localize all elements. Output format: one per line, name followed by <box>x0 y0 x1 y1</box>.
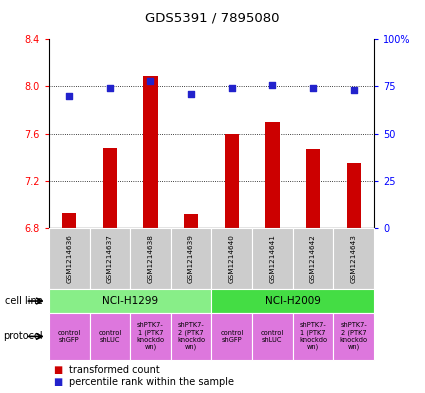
Point <box>147 78 154 84</box>
Text: control
shLUC: control shLUC <box>98 330 122 343</box>
Bar <box>103 148 117 228</box>
Point <box>66 93 73 99</box>
Text: shPTK7-
1 (PTK7
knockdo
wn): shPTK7- 1 (PTK7 knockdo wn) <box>136 322 164 351</box>
Text: GSM1214642: GSM1214642 <box>310 234 316 283</box>
Text: percentile rank within the sample: percentile rank within the sample <box>69 377 234 387</box>
Text: shPTK7-
1 (PTK7
knockdo
wn): shPTK7- 1 (PTK7 knockdo wn) <box>299 322 327 351</box>
Bar <box>225 134 239 228</box>
Text: shPTK7-
2 (PTK7
knockdo
wn): shPTK7- 2 (PTK7 knockdo wn) <box>340 322 368 351</box>
Bar <box>265 122 280 228</box>
Text: GSM1214641: GSM1214641 <box>269 234 275 283</box>
Bar <box>184 214 198 228</box>
Bar <box>306 149 320 228</box>
Text: GSM1214636: GSM1214636 <box>66 234 72 283</box>
Point <box>228 85 235 92</box>
Point <box>269 81 276 88</box>
Text: control
shLUC: control shLUC <box>261 330 284 343</box>
Text: GSM1214640: GSM1214640 <box>229 234 235 283</box>
Text: GSM1214643: GSM1214643 <box>351 234 357 283</box>
Bar <box>143 76 158 228</box>
Text: transformed count: transformed count <box>69 365 160 375</box>
Text: GSM1214637: GSM1214637 <box>107 234 113 283</box>
Text: control
shGFP: control shGFP <box>57 330 81 343</box>
Text: cell line: cell line <box>5 296 42 306</box>
Text: control
shGFP: control shGFP <box>220 330 244 343</box>
Bar <box>62 213 76 228</box>
Text: NCI-H1299: NCI-H1299 <box>102 296 158 306</box>
Text: GSM1214639: GSM1214639 <box>188 234 194 283</box>
Text: ■: ■ <box>53 365 62 375</box>
Point <box>350 87 357 94</box>
Point <box>106 85 113 92</box>
Text: ■: ■ <box>53 377 62 387</box>
Text: NCI-H2009: NCI-H2009 <box>265 296 320 306</box>
Point <box>310 85 317 92</box>
Text: shPTK7-
2 (PTK7
knockdo
wn): shPTK7- 2 (PTK7 knockdo wn) <box>177 322 205 351</box>
Text: protocol: protocol <box>3 331 42 342</box>
Bar <box>346 163 361 228</box>
Text: GDS5391 / 7895080: GDS5391 / 7895080 <box>145 12 280 25</box>
Text: GSM1214638: GSM1214638 <box>147 234 153 283</box>
Point <box>188 91 195 97</box>
